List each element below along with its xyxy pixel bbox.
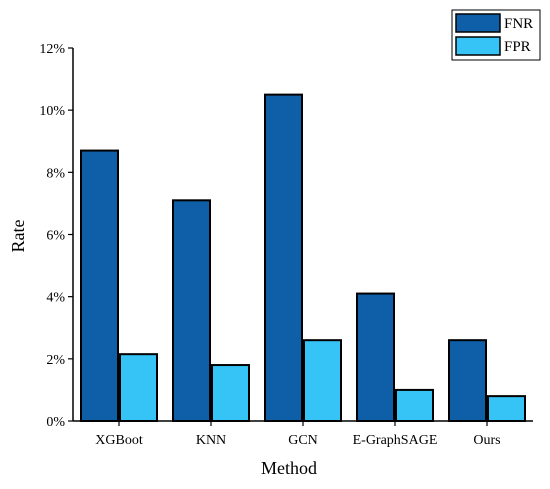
legend-label-fpr: FPR: [504, 39, 531, 55]
y-tick-label: 4%: [46, 291, 65, 306]
x-tick-label: Ours: [473, 433, 500, 448]
x-tick-label: GCN: [288, 433, 318, 448]
bar-fnr-e-graphsage: [356, 292, 395, 422]
bar-fpr-xgboot: [119, 353, 158, 423]
legend-label-fnr: FNR: [504, 16, 533, 32]
y-tick-label: 8%: [46, 166, 65, 181]
bar-fpr-knn: [211, 364, 250, 422]
y-tick-label: 6%: [46, 229, 65, 244]
bar-fnr-knn: [172, 199, 211, 422]
y-tick-label: 0%: [46, 415, 65, 430]
y-tick-label: 10%: [39, 104, 65, 119]
bar-fnr-gcn: [264, 93, 303, 422]
y-axis: 0% 2% 4% 6% 8% 10% 12%: [39, 42, 73, 430]
y-tick-label: 2%: [46, 353, 65, 368]
y-axis-title: Rate: [8, 220, 28, 253]
legend-swatch-fpr: [455, 36, 501, 56]
bar-fnr-xgboot: [80, 149, 119, 422]
bar-fpr-e-graphsage: [395, 388, 434, 422]
x-axis-title: Method: [261, 458, 317, 478]
x-axis: XGBoot KNN GCN E-GraphSAGE Ours: [95, 421, 501, 448]
x-tick-label: XGBoot: [95, 433, 143, 448]
legend-swatch-fnr: [455, 13, 501, 33]
y-tick-label: 12%: [39, 42, 65, 57]
legend: FNR FPR: [451, 9, 541, 61]
bar-fnr-ours: [448, 339, 487, 422]
bar-series: [80, 93, 526, 423]
x-tick-label: E-GraphSAGE: [353, 433, 438, 448]
bar-fpr-gcn: [303, 339, 342, 422]
bar-fpr-ours: [487, 395, 526, 422]
x-tick-label: KNN: [196, 433, 226, 448]
